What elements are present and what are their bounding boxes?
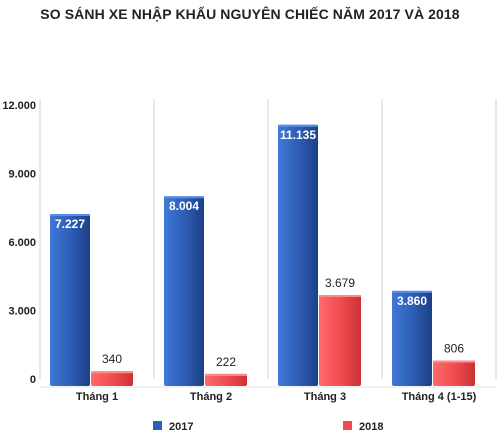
bar-top-highlight — [164, 196, 204, 199]
x-tick-label: Tháng 4 (1-15) — [402, 391, 477, 403]
legend-swatch-2017 — [153, 421, 162, 430]
bar-2018 — [433, 360, 475, 386]
bar-2018 — [91, 371, 133, 386]
bar-top-highlight — [91, 371, 133, 374]
legend-swatch-2018 — [343, 421, 352, 430]
data-label-2017: 7.227 — [55, 217, 85, 231]
y-tick-label: 6.000 — [8, 237, 36, 249]
bar-2018 — [205, 373, 247, 386]
data-label-2017: 3.860 — [397, 294, 427, 308]
data-label-2018: 3.679 — [325, 276, 355, 290]
y-tick-label: 9.000 — [8, 169, 36, 181]
bar-2017 — [392, 290, 432, 386]
bar-top-highlight — [392, 290, 432, 293]
data-label-2017: 11.135 — [280, 128, 316, 142]
data-label-2018: 222 — [216, 355, 236, 369]
chart-title: SO SÁNH XE NHẬP KHẨU NGUYÊN CHIẾC NĂM 20… — [40, 6, 460, 22]
bar-2018 — [319, 294, 361, 386]
y-tick-label: 3.000 — [8, 306, 36, 318]
x-tick-label: Tháng 2 — [190, 391, 232, 403]
bar-top-highlight — [205, 373, 247, 376]
y-tick-label: 12.000 — [2, 100, 36, 112]
bar-top-highlight — [278, 124, 318, 127]
y-tick-label: 0 — [30, 374, 36, 386]
data-label-2017: 8.004 — [169, 199, 199, 213]
x-tick-label: Tháng 1 — [76, 391, 118, 403]
legend-label-2017: 2017 — [169, 421, 193, 433]
bar-2017 — [164, 196, 204, 386]
bar-2017 — [278, 124, 318, 387]
legend-label-2018: 2018 — [359, 421, 383, 433]
data-label-2018: 806 — [444, 342, 464, 356]
bar-2017 — [50, 213, 90, 386]
data-label-2018: 340 — [102, 352, 122, 366]
bar-top-highlight — [319, 294, 361, 297]
x-tick-label: Tháng 3 — [304, 391, 346, 403]
bar-top-highlight — [433, 360, 475, 363]
bar-top-highlight — [50, 213, 90, 216]
